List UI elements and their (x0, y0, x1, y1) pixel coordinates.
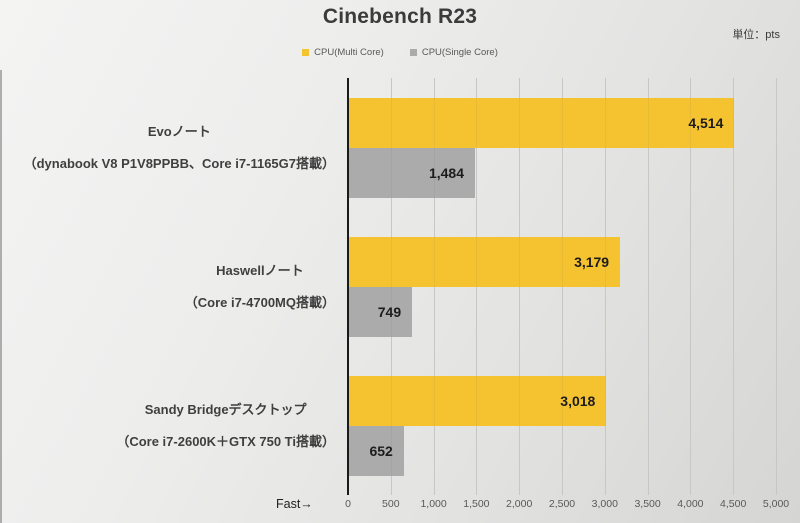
bar-value-label: 3,179 (574, 253, 610, 270)
gridline-overlay (690, 78, 692, 495)
legend-swatch-single-core-icon (409, 49, 417, 56)
x-tick-label: 3,000 (591, 498, 618, 510)
category-label-2: Sandy Bridgeデスクトップ （Core i7-2600K＋GTX 750… (116, 356, 335, 495)
legend-item-single-core: CPU(Single Core) (409, 47, 498, 58)
legend-item-multi-core: CPU(Multi Core) (302, 47, 384, 58)
photo-left-edge (0, 70, 2, 523)
plot-area: 4,514 3,179 3,018 1,484 749 652 (347, 78, 777, 495)
x-tick-label: 1,000 (420, 498, 447, 510)
bar-single-core-2: 652 (348, 425, 404, 476)
gridline (562, 78, 563, 495)
legend-label-multi-core: CPU(Multi Core) (314, 47, 384, 58)
category-label-line1: Haswellノート (216, 263, 304, 278)
x-tick-label: 2,000 (506, 498, 533, 510)
x-tick-label: 5,000 (762, 498, 790, 510)
y-axis-line (347, 78, 349, 495)
gridline-overlay (733, 78, 735, 495)
gridline-overlay (519, 78, 521, 495)
x-tick-label: 2,500 (548, 498, 576, 510)
gridline-overlay (776, 78, 777, 495)
legend-swatch-multi-core-icon (302, 49, 310, 56)
legend-label-single-core: CPU(Single Core) (421, 47, 498, 58)
category-label-line1: Evoノート (147, 124, 211, 139)
fast-arrow-label: Fast→ (276, 497, 313, 511)
bar-multi-core-0: 4,514 (348, 97, 735, 148)
gridline (604, 78, 606, 495)
bar-value-label: 652 (369, 442, 393, 459)
unit-label: 単位：pts (732, 29, 780, 41)
bar-value-label: 3,018 (560, 392, 596, 409)
bar-value-label: 4,514 (688, 114, 724, 131)
gridline-overlay (562, 78, 563, 495)
chart-title: Cinebench R23 (322, 5, 478, 28)
gridline (733, 78, 735, 495)
x-tick-label: 0 (345, 498, 351, 510)
gridline-overlay (647, 78, 649, 495)
category-label-line2: （Core i7-2600K＋GTX 750 Ti搭載） (116, 434, 335, 449)
gridline-overlay (390, 78, 392, 495)
category-label-line2: （dynabook V8 P1V8PPBB、Core i7-1165G7搭載） (23, 156, 335, 171)
x-tick-label: 3,500 (634, 498, 661, 510)
gridline (647, 78, 649, 495)
gridline (776, 78, 777, 495)
gridline (476, 78, 478, 495)
x-tick-label: 1,500 (463, 498, 490, 510)
x-tick-label: 4,000 (677, 498, 704, 510)
bar-multi-core-1: 3,179 (348, 236, 621, 287)
x-tick-label: 500 (382, 498, 400, 510)
bar-multi-core-2: 3,018 (348, 375, 607, 426)
gridline-overlay (604, 78, 606, 495)
gridline (433, 78, 435, 495)
gridline (519, 78, 521, 495)
x-tick-label: 4,500 (720, 498, 747, 510)
bar-value-label: 749 (377, 303, 402, 320)
gridline-overlay (433, 78, 435, 495)
bar-single-core-1: 749 (348, 286, 413, 337)
bar-single-core-0: 1,484 (348, 147, 476, 198)
category-label-0: Evoノート （dynabook V8 P1V8PPBB、Core i7-1165… (24, 78, 335, 217)
category-label-line2: （Core i7-4700MQ搭載） (184, 295, 335, 310)
gridline-overlay (476, 78, 478, 495)
gridline (690, 78, 692, 495)
category-label-1: Haswellノート （Core i7-4700MQ搭載） (185, 217, 335, 356)
category-label-line1: Sandy Bridgeデスクトップ (144, 402, 307, 417)
bar-value-label: 1,484 (428, 164, 465, 181)
legend: CPU(Multi Core) CPU(Single Core) (0, 47, 800, 58)
